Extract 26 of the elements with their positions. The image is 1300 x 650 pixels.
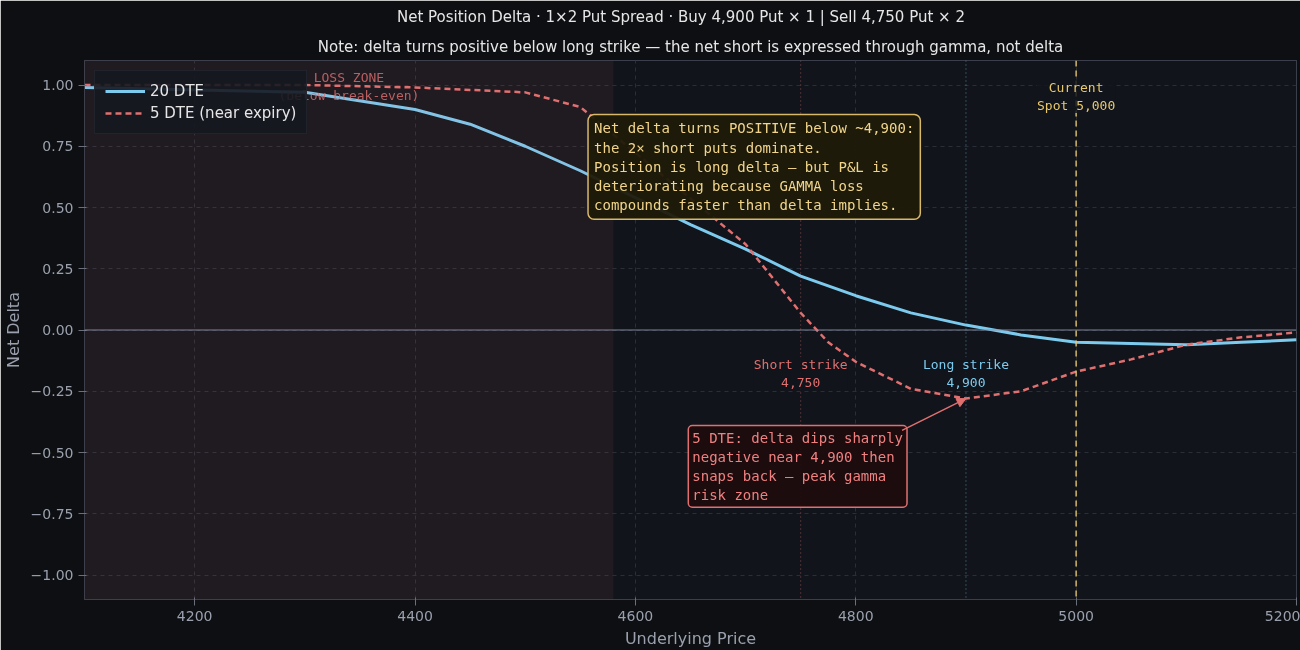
x-tick-label: 4800 <box>837 607 874 624</box>
legend-label: 5 DTE (near expiry) <box>150 104 297 122</box>
y-tick-label: 0.00 <box>42 322 74 338</box>
y-axis-title: Net Delta <box>3 292 23 368</box>
x-tick-label: 4200 <box>176 607 213 624</box>
y-tick-label: 0.75 <box>42 138 74 155</box>
y-tick-label: 1.00 <box>42 77 74 93</box>
x-tick-label: 5000 <box>1058 607 1094 624</box>
x-axis-title: Underlying Price <box>624 628 757 648</box>
y-tick-label: 0.50 <box>42 199 74 216</box>
chart-title: Net Position Delta · 1×2 Put Spread · Buy 4,900 Put × 1 | Sell 4,750 Put × 2 <box>396 7 965 26</box>
x-tick-label: 4400 <box>397 607 433 624</box>
y-tick-label: −0.50 <box>30 444 74 461</box>
ref-line-label: Long strike 4,900 <box>922 356 1010 390</box>
y-tick-label: 0.25 <box>42 260 74 277</box>
y-tick-label: −0.75 <box>30 505 74 522</box>
y-tick-label: −0.25 <box>30 383 74 400</box>
ref-line-label: Current Spot 5,000 <box>1037 80 1116 114</box>
annotation: Net delta turns POSITIVE below ~4,900: the 2× short puts dominate. Position is long delta — but P&L is deteriorating because GAMMA loss compounds faster than delta implies. <box>594 120 915 214</box>
x-tick-label: 5200 <box>1264 607 1300 624</box>
chart-subtitle: Note: delta turns positive below long strike — the net short is expressed through gamma, not delta <box>317 37 1064 56</box>
x-tick-label: 4600 <box>617 607 654 624</box>
legend-label: 20 DTE <box>150 82 205 100</box>
ref-line-label: Short strike 4,750 <box>753 356 848 390</box>
y-tick-label: −1.00 <box>30 567 74 583</box>
annotation: 5 DTE: delta dips sharply negative near 4,900 then snaps back — peak gamma risk zone <box>692 429 904 504</box>
